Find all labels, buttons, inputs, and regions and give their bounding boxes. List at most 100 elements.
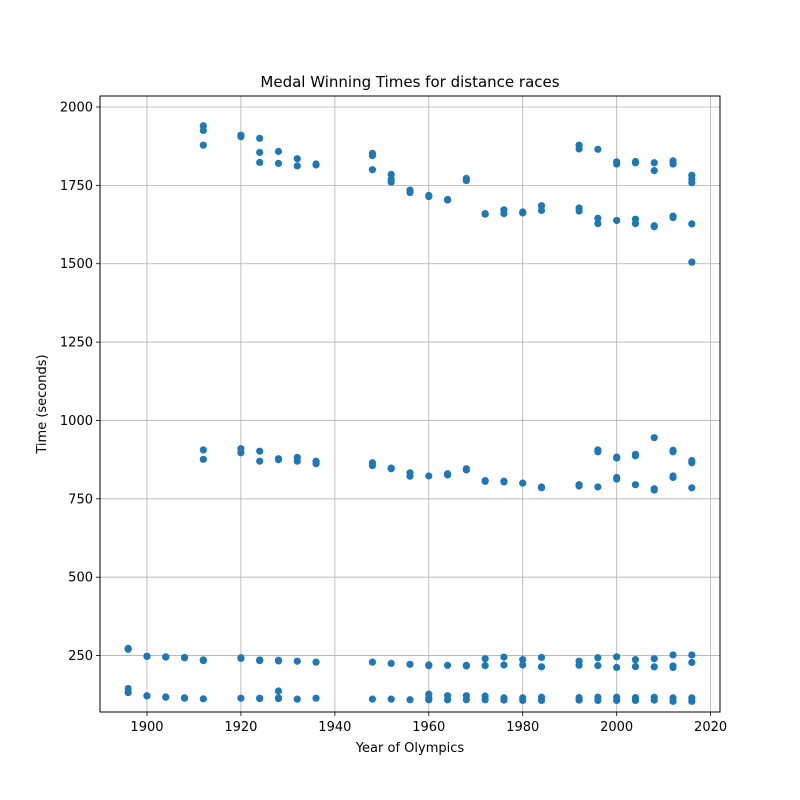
data-point <box>256 158 264 167</box>
data-point <box>537 653 546 662</box>
data-point <box>274 694 283 703</box>
data-point <box>519 656 527 664</box>
data-point <box>688 459 696 467</box>
data-point <box>462 466 470 474</box>
data-point <box>688 220 696 228</box>
data-point <box>500 661 508 669</box>
data-point <box>650 159 658 167</box>
data-point <box>387 695 395 703</box>
grid-lines <box>100 96 720 712</box>
data-point <box>669 697 677 705</box>
data-point <box>368 151 377 160</box>
data-point <box>162 653 170 661</box>
data-point <box>256 134 264 142</box>
data-points <box>124 122 696 705</box>
data-point <box>443 661 452 669</box>
data-point <box>650 486 658 494</box>
data-point <box>500 478 508 486</box>
data-point <box>575 661 583 669</box>
x-tick-label: 2000 <box>600 720 633 735</box>
data-point <box>500 209 508 218</box>
data-point <box>500 653 508 661</box>
data-point <box>613 663 621 672</box>
data-point <box>594 483 602 491</box>
data-point <box>143 692 151 700</box>
data-point <box>199 126 207 135</box>
data-point <box>669 448 677 456</box>
data-point <box>162 693 170 701</box>
data-point <box>594 662 602 670</box>
data-point <box>293 457 301 465</box>
data-point <box>631 656 640 664</box>
data-point <box>237 654 245 662</box>
data-point <box>462 662 470 670</box>
data-point <box>481 655 489 663</box>
data-point <box>631 452 640 460</box>
data-point <box>256 694 264 702</box>
y-tick-label: 1250 <box>60 336 93 351</box>
data-point <box>199 455 207 463</box>
data-point <box>631 481 640 489</box>
chart-title: Medal Winning Times for distance races <box>260 73 559 91</box>
x-tick-label: 1900 <box>130 720 163 735</box>
data-point <box>406 660 414 668</box>
data-point <box>274 147 283 156</box>
data-point <box>425 193 433 201</box>
data-point <box>688 484 696 492</box>
data-point <box>312 658 320 666</box>
data-point <box>481 477 489 485</box>
data-point <box>406 696 414 704</box>
x-tick-label: 1960 <box>412 720 445 735</box>
data-point <box>688 651 696 659</box>
y-tick-label: 1000 <box>60 414 93 429</box>
data-point <box>631 696 640 705</box>
y-tick-label: 2000 <box>60 100 93 115</box>
data-point <box>387 659 395 668</box>
data-point <box>256 656 264 664</box>
data-point <box>481 696 489 704</box>
data-point <box>443 196 452 204</box>
data-point <box>519 661 527 669</box>
data-point <box>631 159 640 167</box>
data-point <box>688 179 696 187</box>
data-point <box>613 160 621 168</box>
data-point <box>368 166 377 174</box>
data-point <box>237 449 245 457</box>
data-point <box>481 210 489 218</box>
data-point <box>575 696 583 704</box>
data-point <box>462 177 470 185</box>
data-point <box>312 161 320 169</box>
data-point <box>613 653 621 661</box>
data-point <box>631 219 640 228</box>
data-point <box>406 188 414 197</box>
data-point <box>256 447 264 455</box>
data-point <box>519 696 527 705</box>
x-tick-label: 2020 <box>694 720 727 735</box>
data-point <box>594 145 602 153</box>
data-point <box>481 662 489 670</box>
data-point <box>537 696 546 705</box>
data-point <box>199 141 207 149</box>
data-point <box>462 696 470 704</box>
data-point <box>256 148 264 157</box>
y-axis-ticks: 250 500 750 1000 1250 1500 1750 2000 <box>60 100 100 664</box>
data-point <box>613 216 621 225</box>
data-point <box>613 475 621 483</box>
data-point <box>669 473 677 482</box>
y-tick-label: 1750 <box>60 179 93 194</box>
data-point <box>124 688 132 697</box>
data-point <box>594 214 602 222</box>
data-point <box>368 695 377 703</box>
data-point <box>669 214 677 222</box>
data-point <box>124 645 132 653</box>
data-point <box>613 696 621 705</box>
data-point <box>500 696 508 704</box>
data-point <box>293 155 301 163</box>
data-point <box>180 694 189 702</box>
data-point <box>537 663 546 671</box>
data-point <box>368 658 377 666</box>
x-tick-label: 1920 <box>224 720 257 735</box>
data-point <box>669 160 677 168</box>
data-point <box>387 178 395 186</box>
